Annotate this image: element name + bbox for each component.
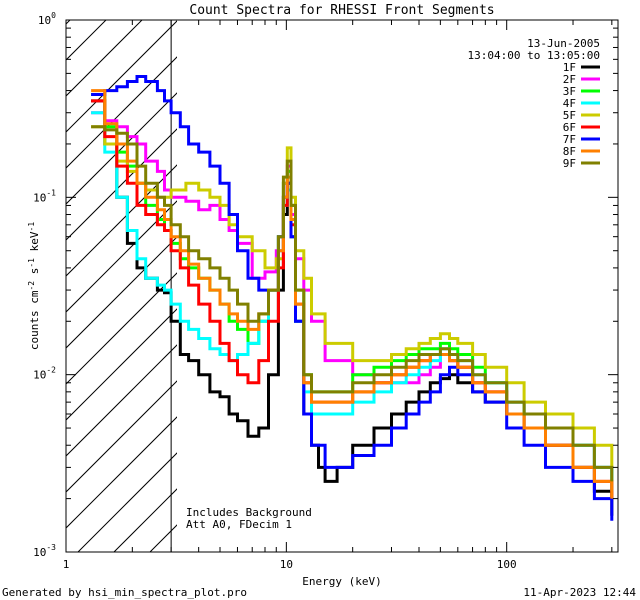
hatch-line — [438, 0, 640, 552]
hatch-line — [66, 128, 177, 241]
series-2F — [91, 111, 614, 492]
legend-label-8F: 8F — [563, 145, 576, 158]
x-tick-label: 100 — [497, 558, 517, 571]
footer-generated-by: Generated by hsi_min_spectra_plot.pro — [2, 586, 247, 599]
series-6F — [91, 99, 614, 499]
shaded-background-region — [0, 0, 640, 552]
legend-label-4F: 4F — [563, 97, 576, 110]
series-8F — [91, 89, 614, 499]
chart-title: Count Spectra for RHESSI Front Segments — [189, 3, 494, 18]
series-1F — [91, 99, 614, 516]
date-label: 13-Jun-2005 — [527, 37, 600, 50]
hatch-line — [113, 488, 177, 552]
hatch-line — [66, 200, 177, 313]
series-4F — [91, 111, 614, 492]
annotation-background: Includes Background — [186, 506, 312, 519]
hatch-line — [77, 452, 177, 552]
series-layer — [91, 75, 614, 521]
series-9F — [91, 125, 614, 482]
hatch-line — [618, 0, 640, 552]
y-axis-label: counts cm-2 s-1 keV-1 — [27, 222, 41, 350]
series-5F — [91, 125, 614, 468]
hatch-line — [66, 20, 177, 133]
x-axis-label: Energy (keV) — [302, 575, 381, 588]
hatch-line — [0, 0, 102, 552]
series-7F — [91, 75, 614, 521]
legend-label-1F: 1F — [563, 61, 576, 74]
y-tick-label: 100 — [38, 11, 56, 27]
y-tick-label: 10-3 — [33, 543, 56, 559]
hatch-line — [474, 0, 640, 552]
hatch-line — [66, 236, 177, 349]
axis-ticks: 1 10 100 10-3 10-2 10-1 100 — [33, 11, 618, 571]
hatch-line — [366, 0, 640, 552]
hatch-line — [66, 308, 177, 421]
y-tick-label: 10-1 — [33, 188, 56, 204]
hatch-line — [66, 164, 177, 277]
legend-label-7F: 7F — [563, 133, 576, 146]
hatch-line — [66, 20, 71, 25]
legend-label-5F: 5F — [563, 109, 576, 122]
plot-frame — [65, 19, 619, 553]
x-tick-label: 10 — [280, 558, 293, 571]
hatch-line — [66, 20, 143, 97]
hatch-line — [294, 0, 640, 552]
hatch-line — [258, 0, 640, 552]
time-range-label: 13:04:00 to 13:05:00 — [468, 49, 600, 62]
hatch-line — [66, 416, 177, 529]
legend-label-2F: 2F — [563, 73, 576, 86]
x-tick-label: 1 — [63, 558, 70, 571]
legend-label-6F: 6F — [563, 121, 576, 134]
annotation-attenuator: Att A0, FDecim 1 — [186, 518, 292, 531]
hatch-line — [66, 56, 177, 169]
hatch-line — [402, 0, 640, 552]
y-tick-label: 10-2 — [33, 366, 56, 382]
hatch-line — [66, 380, 177, 493]
footer-timestamp: 11-Apr-2023 12:44 — [523, 586, 636, 599]
hatch-line — [66, 92, 177, 205]
legend-label-3F: 3F — [563, 85, 576, 98]
legend-label-9F: 9F — [563, 157, 576, 170]
hatch-line — [66, 20, 107, 61]
hatch-line — [66, 344, 177, 457]
